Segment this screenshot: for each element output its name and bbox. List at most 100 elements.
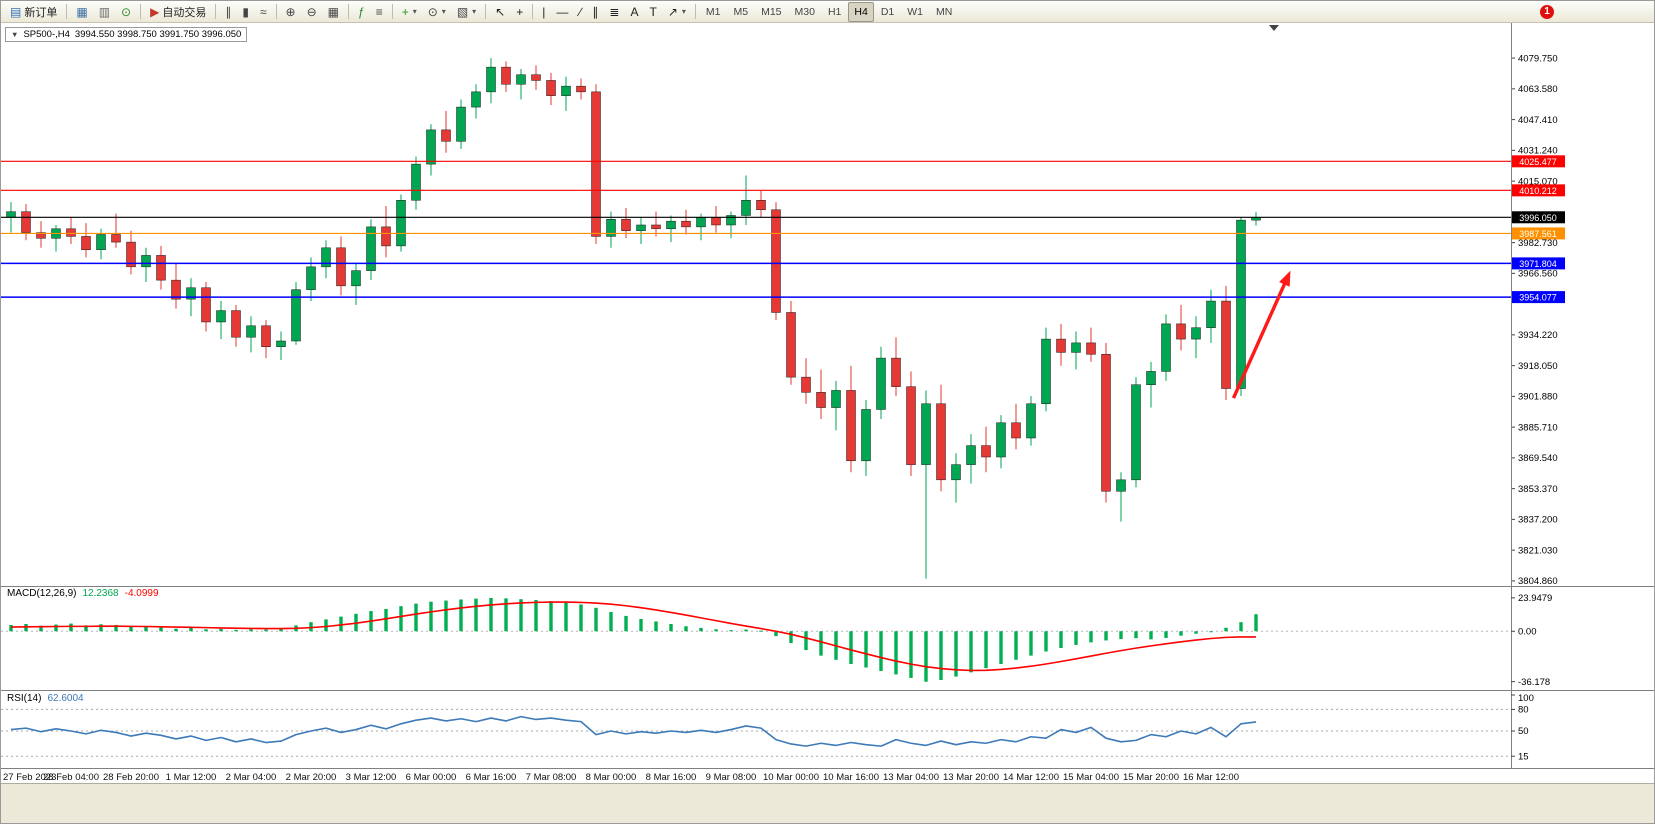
- bar-chart-type-button[interactable]: ∥: [220, 2, 236, 22]
- label-button[interactable]: T: [644, 2, 661, 22]
- charts-window-icon: ▦: [76, 4, 88, 19]
- time-axis-label: 8 Mar 00:00: [586, 772, 637, 783]
- strategy-tester-button[interactable]: ⊙: [116, 2, 136, 22]
- timeframe-w1-button[interactable]: W1: [907, 5, 924, 18]
- ohlc-values: 3994.550 3998.750 3991.750 3996.050: [74, 29, 242, 40]
- time-axis-label: 13 Mar 20:00: [943, 772, 999, 783]
- macd-histogram-bar: [744, 629, 748, 632]
- crosshair-button[interactable]: +: [511, 2, 528, 22]
- time-axis-label: 2 Mar 04:00: [226, 772, 277, 783]
- indicators-icon: ƒ: [358, 4, 365, 19]
- macd-histogram-bar: [219, 628, 223, 632]
- price-axis-label: 4079.750: [1518, 53, 1558, 64]
- dropdown-caret-icon[interactable]: ▾: [472, 7, 477, 16]
- trend-arrow-annotation[interactable]: [1231, 270, 1291, 399]
- new-order-button[interactable]: ▤ 新订单: [5, 2, 62, 22]
- macd-histogram-bar: [1194, 631, 1198, 634]
- candle-body: [516, 74, 526, 85]
- tile-windows-button[interactable]: ▦: [323, 2, 344, 22]
- timeframe-m5-button[interactable]: M5: [733, 5, 749, 18]
- macd-histogram-bar: [264, 629, 268, 632]
- timeframe-mn-button[interactable]: MN: [936, 5, 953, 18]
- timeframe-h4-button[interactable]: H4: [848, 1, 874, 22]
- dropdown-caret-icon[interactable]: ▾: [681, 7, 686, 16]
- macd-histogram-bar: [999, 631, 1003, 664]
- chart-canvas[interactable]: 4079.750 4063.580 4047.410 4031.240 4015.070…: [1, 23, 1655, 783]
- data-window-button[interactable]: ▥: [94, 2, 115, 22]
- zoom-in-button[interactable]: ⊕: [281, 2, 301, 22]
- price-axis-label: 3918.050: [1518, 361, 1558, 372]
- indicators-button[interactable]: ƒ: [353, 2, 370, 22]
- candle-body: [726, 215, 736, 226]
- candle-body: [801, 376, 811, 393]
- candle-body: [81, 236, 91, 250]
- macd-histogram-bar: [204, 629, 208, 632]
- trendline-button[interactable]: ∕: [574, 2, 586, 22]
- timeframe-m1-button[interactable]: M1: [705, 5, 721, 18]
- toolbar-separator: [275, 4, 277, 19]
- candle-body: [171, 279, 181, 300]
- toolbar-separator: [66, 4, 68, 19]
- candle-body: [1086, 342, 1096, 355]
- vertical-line-button[interactable]: |: [537, 2, 550, 22]
- macd-histogram-bar: [1059, 631, 1063, 648]
- price-badge-label: 3987.561: [1519, 229, 1557, 239]
- candle-body: [846, 390, 856, 462]
- price-badge-label: 4025.477: [1519, 157, 1557, 167]
- charts-window-button[interactable]: ▦: [71, 2, 92, 22]
- macd-histogram-bar: [324, 619, 328, 632]
- candle-body: [951, 464, 961, 481]
- autotrading-button-label: 自动交易: [162, 6, 207, 19]
- objects-list-button[interactable]: ≡: [371, 2, 388, 22]
- macd-histogram-bar: [279, 628, 283, 632]
- add-indicator-button[interactable]: + ▾: [397, 2, 422, 22]
- toolbar-separator: [485, 4, 487, 19]
- one-click-trading-toggle[interactable]: ▼: [11, 30, 19, 39]
- candle-body: [1221, 300, 1231, 389]
- candle-body: [366, 226, 376, 271]
- candle-body: [21, 211, 31, 233]
- macd-histogram-bar: [819, 631, 823, 656]
- timeframe-m30-button[interactable]: M30: [794, 5, 815, 18]
- candle-body: [1161, 323, 1171, 372]
- periods-button[interactable]: ⊙ ▾: [423, 2, 451, 22]
- symbol-ohlc-box[interactable]: ▼ SP500-,H4 3994.550 3998.750 3991.750 3…: [5, 27, 248, 42]
- candle-body: [6, 211, 16, 218]
- macd-histogram-bar: [954, 631, 958, 677]
- channel-button[interactable]: ∥: [587, 2, 603, 22]
- dropdown-caret-icon[interactable]: ▾: [441, 7, 446, 16]
- horizontal-line-button[interactable]: —: [551, 2, 573, 22]
- cursor-button[interactable]: ↖: [490, 2, 510, 22]
- timeframe-h1-button[interactable]: H1: [827, 5, 842, 18]
- macd-histogram-bar: [459, 599, 463, 632]
- price-axis-label: 3901.880: [1518, 392, 1558, 403]
- candle-body: [96, 234, 106, 250]
- candle-body: [1191, 327, 1201, 340]
- candle-body: [861, 409, 871, 462]
- zoom-out-button[interactable]: ⊖: [302, 2, 322, 22]
- chart-shift-marker[interactable]: [1269, 25, 1279, 31]
- fibonacci-button[interactable]: ≣: [604, 2, 624, 22]
- macd-histogram-bar: [339, 616, 343, 632]
- candlestick-chart-type-button[interactable]: ▮: [237, 2, 254, 22]
- text-button[interactable]: A: [625, 2, 643, 22]
- timeframe-d1-button[interactable]: D1: [880, 5, 895, 18]
- macd-histogram-bar: [549, 601, 553, 632]
- price-badge: [1511, 227, 1565, 240]
- notification-badge[interactable]: 1: [1540, 4, 1554, 19]
- candle-body: [786, 312, 796, 378]
- periods-icon: ⊙: [427, 4, 438, 19]
- dropdown-caret-icon[interactable]: ▾: [412, 7, 417, 16]
- data-window-icon: ▥: [98, 4, 111, 19]
- macd-histogram-bar: [939, 631, 943, 681]
- arrows-button[interactable]: ↗ ▾: [663, 2, 691, 22]
- candle-body: [186, 287, 196, 300]
- autotrading-button[interactable]: ▶ 自动交易: [145, 2, 211, 22]
- timeframe-m15-button[interactable]: M15: [761, 5, 782, 18]
- line-chart-type-button[interactable]: ≈: [255, 2, 272, 22]
- candle-body: [576, 85, 586, 93]
- macd-histogram-bar: [1074, 631, 1078, 645]
- templates-button[interactable]: ▧ ▾: [452, 2, 481, 22]
- macd-histogram-bar: [534, 600, 538, 632]
- arrow-head: [1279, 270, 1291, 287]
